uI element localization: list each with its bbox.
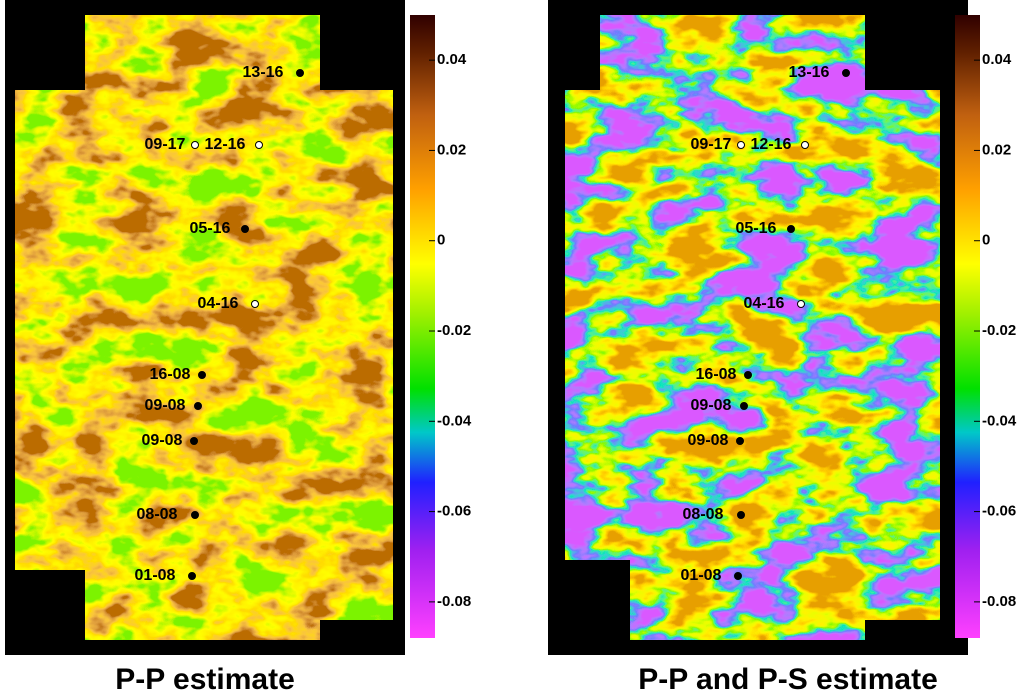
well-marker (188, 572, 196, 580)
well-label: 16-08 (696, 366, 737, 383)
well-label: 09-08 (142, 432, 183, 449)
well-label: 13-16 (243, 64, 284, 81)
colorbar-tick-label: -0.04 (437, 412, 472, 429)
colorbar-tick-label: 0 (437, 232, 445, 249)
colorbar-tick-label: -0.08 (982, 593, 1016, 610)
well-label: 09-17 (145, 136, 186, 153)
well-marker (251, 300, 259, 308)
well-label: 05-16 (190, 220, 231, 237)
well-label: 09-08 (688, 432, 729, 449)
heatmap-field (565, 15, 940, 640)
colorbar-tick-label: -0.04 (982, 412, 1017, 429)
colorbar-tick-label: -0.06 (437, 503, 471, 520)
panel-title: P-P and P-S estimate (638, 663, 938, 696)
colorbar-tick-label: 0.02 (437, 141, 466, 158)
well-marker (255, 141, 263, 149)
well-marker (797, 300, 805, 308)
colorbar-tick-label: 0.04 (437, 51, 467, 68)
well-label: 04-16 (198, 295, 239, 312)
well-label: 09-08 (691, 397, 732, 414)
well-marker (191, 141, 199, 149)
well-label: 09-08 (145, 397, 186, 414)
well-label: 05-16 (736, 220, 777, 237)
colorbar-tick-label: -0.08 (437, 593, 471, 610)
well-marker (801, 141, 809, 149)
well-marker (787, 225, 795, 233)
well-marker (191, 511, 199, 519)
heatmap-field (15, 15, 393, 640)
well-marker (842, 69, 850, 77)
colorbar-tick-label: -0.06 (982, 503, 1016, 520)
colorbar (955, 15, 980, 638)
well-marker (734, 572, 742, 580)
well-label: 01-08 (135, 567, 176, 584)
colorbar-tick-label: 0.04 (982, 51, 1012, 68)
panel-title: P-P estimate (115, 663, 295, 696)
well-marker (736, 437, 744, 445)
well-marker (737, 511, 745, 519)
well-label: 09-17 (691, 136, 732, 153)
well-label: 12-16 (751, 136, 792, 153)
well-marker (744, 371, 752, 379)
well-marker (737, 141, 745, 149)
well-marker (740, 402, 748, 410)
colorbar-tick-label: -0.02 (437, 322, 471, 339)
well-marker (296, 69, 304, 77)
well-marker (241, 225, 249, 233)
well-marker (194, 402, 202, 410)
well-label: 08-08 (683, 506, 724, 523)
well-label: 01-08 (681, 567, 722, 584)
colorbar (410, 15, 435, 638)
well-label: 13-16 (789, 64, 830, 81)
well-label: 08-08 (137, 506, 178, 523)
well-marker (198, 371, 206, 379)
well-label: 12-16 (205, 136, 246, 153)
colorbar-tick-label: 0.02 (982, 141, 1011, 158)
colorbar-tick-label: -0.02 (982, 322, 1016, 339)
well-label: 16-08 (150, 366, 191, 383)
well-label: 04-16 (744, 295, 785, 312)
well-marker (190, 437, 198, 445)
colorbar-tick-label: 0 (982, 232, 990, 249)
